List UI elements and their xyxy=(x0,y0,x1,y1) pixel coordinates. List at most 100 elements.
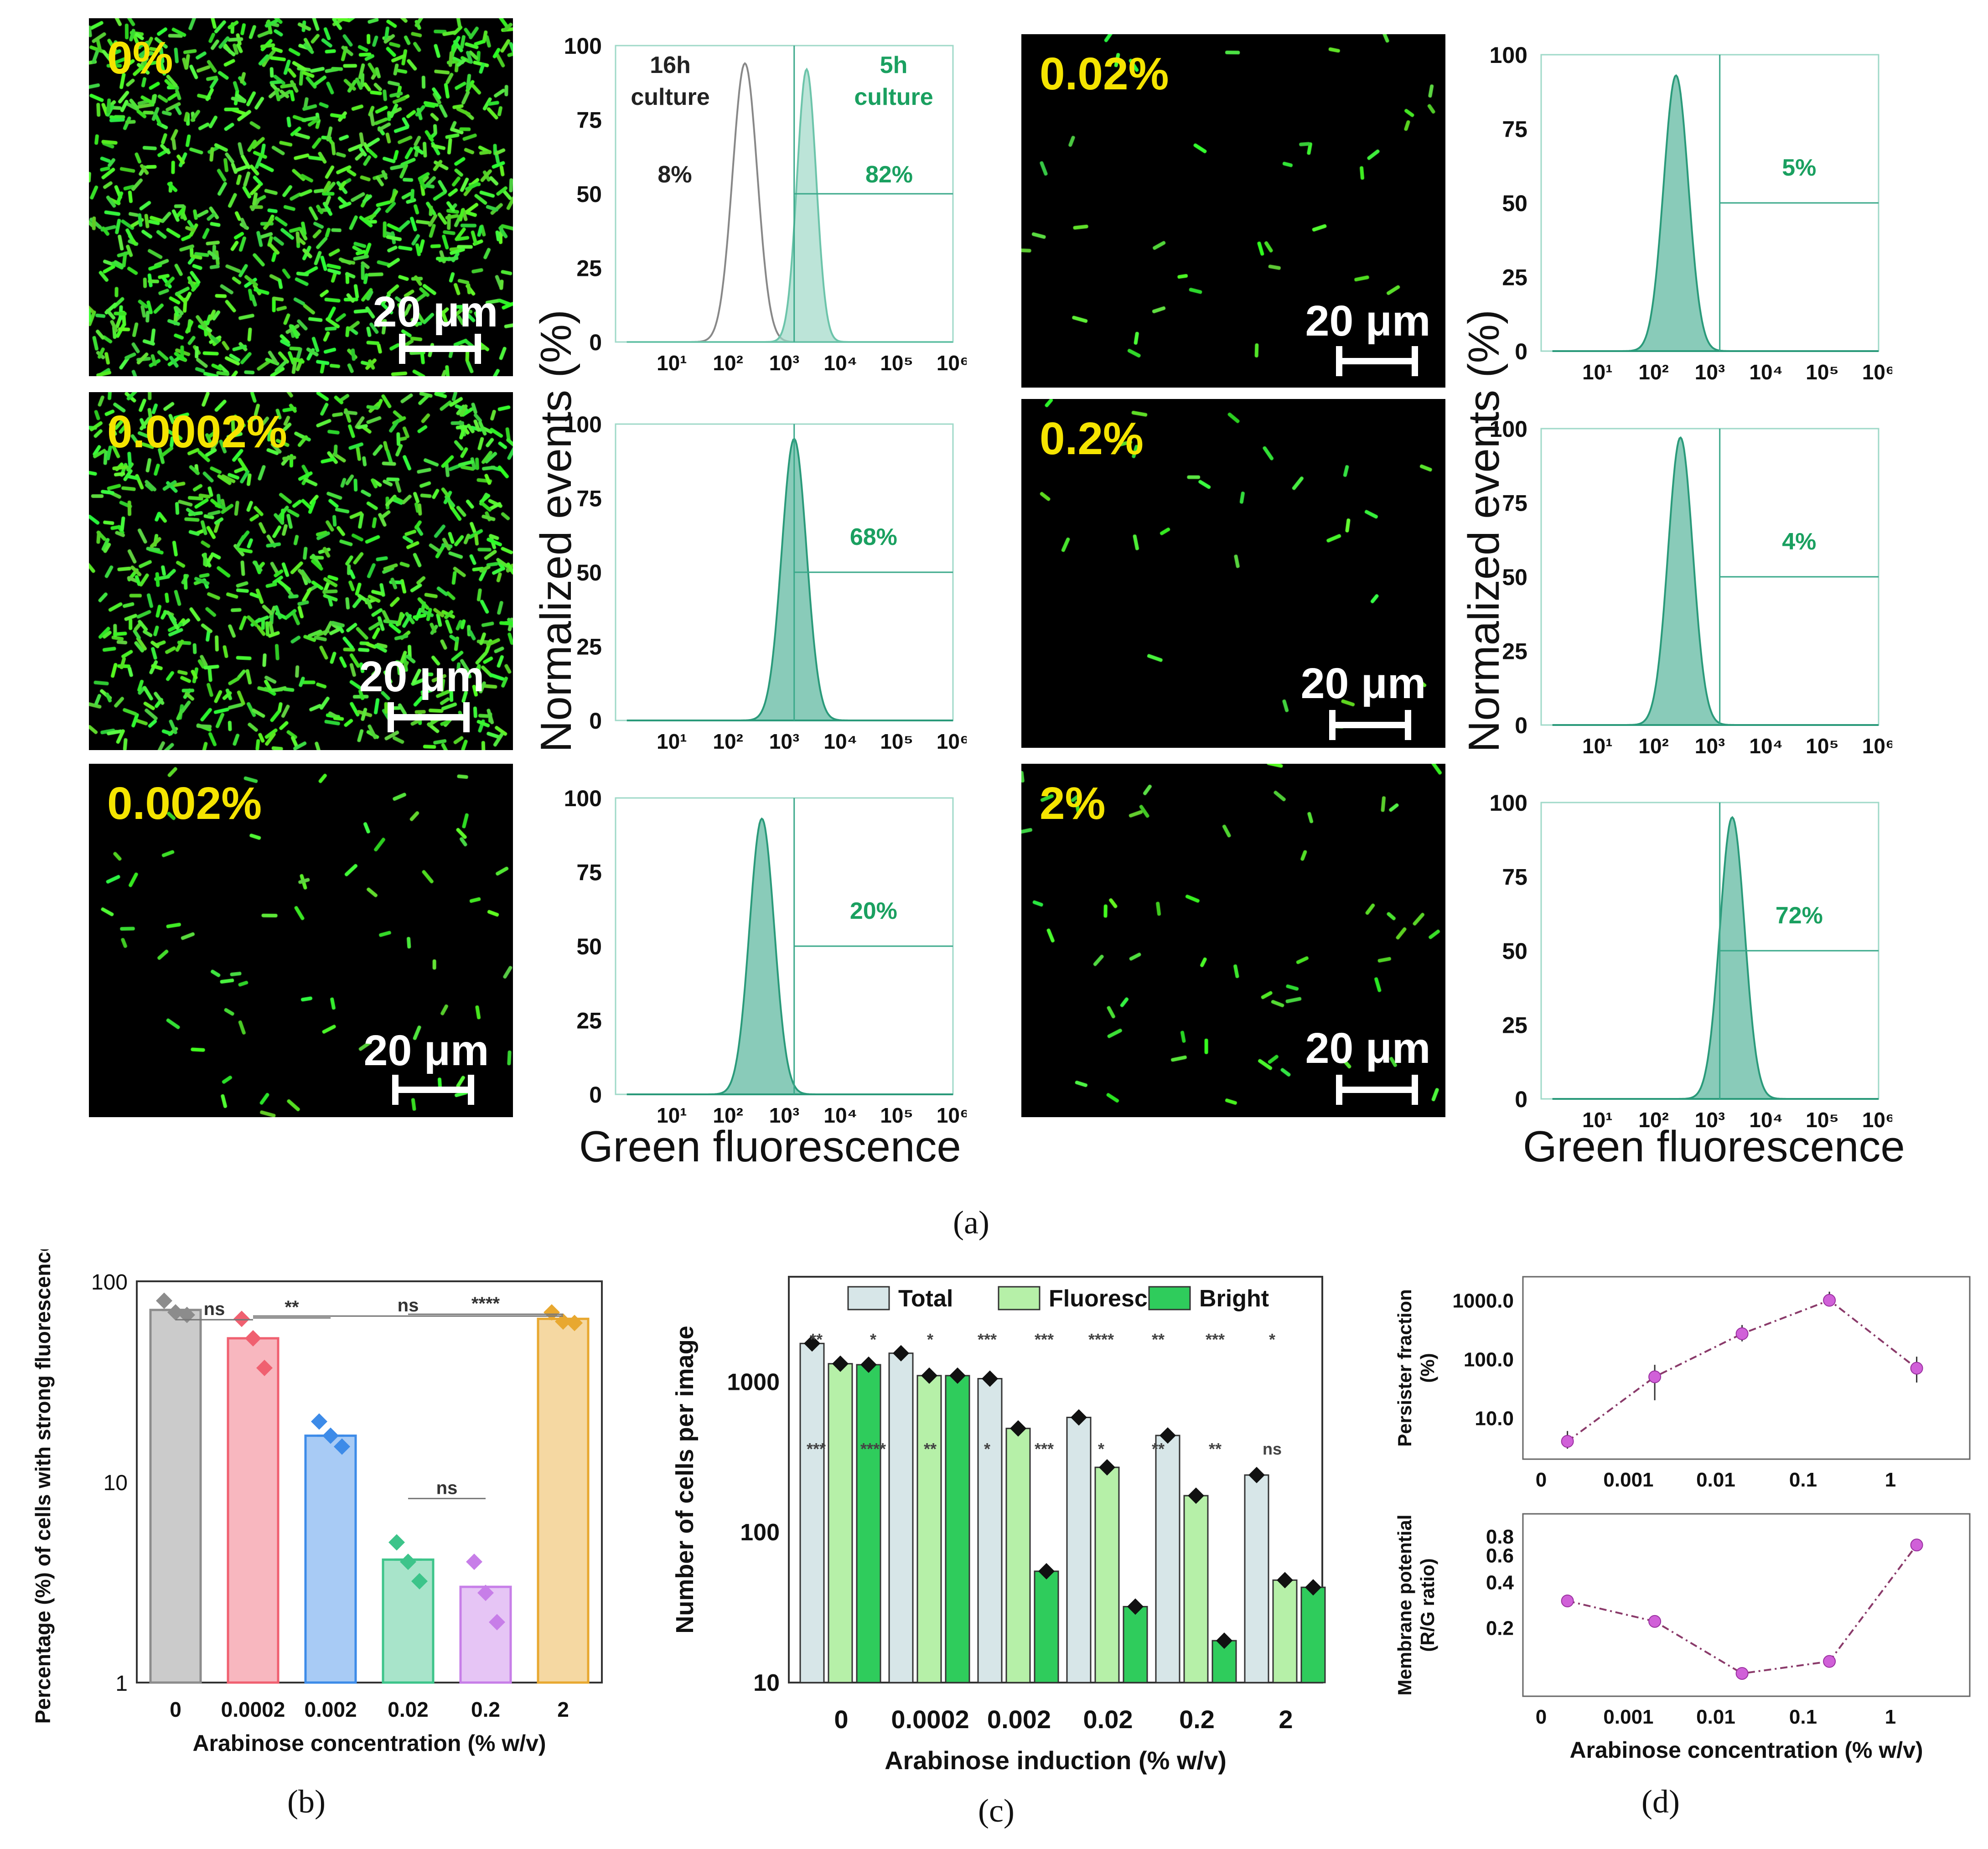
x-tick-label: 0.002 xyxy=(304,1698,357,1721)
x-tick-label: 10⁴ xyxy=(1749,1108,1783,1132)
x-tick-label: 10¹ xyxy=(657,1103,687,1127)
x-tick-label: 10³ xyxy=(1695,1108,1725,1132)
data-point xyxy=(1099,1459,1115,1476)
x-tick-label: 0.01 xyxy=(1696,1706,1735,1728)
y-tick-label: 0 xyxy=(1515,1087,1527,1112)
y-tick-label: 50 xyxy=(1502,191,1527,216)
x-tick-label: 0.02 xyxy=(388,1698,429,1721)
bar xyxy=(382,1558,435,1684)
x-tick-label: 10⁴ xyxy=(823,1103,857,1127)
x-tick-label: 0.01 xyxy=(1696,1469,1735,1491)
x-tick-label: 10³ xyxy=(1695,360,1725,384)
significance-label: *** xyxy=(1035,1330,1054,1349)
bar-total xyxy=(1244,1474,1269,1683)
x-tick-label: 10¹ xyxy=(1582,734,1612,758)
scale-label: 20 μm xyxy=(359,653,485,701)
y-tick-label: 25 xyxy=(1502,639,1527,664)
bar-fluorescent xyxy=(1094,1466,1120,1683)
data-point xyxy=(1910,1362,1923,1375)
bar-bright xyxy=(1123,1606,1148,1683)
x-tick-label: 0.0002 xyxy=(221,1698,285,1721)
y-tick-label: 100 xyxy=(1490,790,1527,816)
y-tick-label: 1 xyxy=(115,1672,128,1696)
scale-bar xyxy=(388,702,470,732)
data-point xyxy=(245,1330,261,1347)
x-tick-label: 10¹ xyxy=(1582,1108,1612,1132)
x-tick-label: 0 xyxy=(1536,1706,1547,1728)
x-tick-label: 10² xyxy=(713,1103,743,1127)
x-tick-label: 10¹ xyxy=(657,351,687,375)
significance-label: *** xyxy=(1206,1330,1225,1349)
bar-total xyxy=(799,1342,825,1683)
data-point xyxy=(466,1554,482,1570)
gate-percent: 4% xyxy=(1782,528,1816,555)
histogram-area xyxy=(626,817,953,1095)
significance-label: * xyxy=(984,1440,990,1458)
scale-label: 20 μm xyxy=(1305,1024,1431,1072)
data-point xyxy=(334,1438,350,1455)
data-point xyxy=(233,1310,250,1327)
gate-percent-5h: 82% xyxy=(865,161,913,188)
plot-frame xyxy=(1522,1276,1971,1460)
y-tick-label: 100.0 xyxy=(1464,1349,1514,1371)
y-axis-label: Number of cells per image xyxy=(671,1326,699,1633)
x-tick-label: 0.1 xyxy=(1789,1469,1817,1491)
bar xyxy=(459,1585,512,1684)
significance-label: ns xyxy=(204,1299,225,1319)
data-point xyxy=(1823,1655,1836,1668)
data-point xyxy=(1735,1327,1749,1340)
bar-bright xyxy=(856,1364,881,1683)
data-point xyxy=(388,1534,405,1551)
data-point xyxy=(1160,1427,1176,1444)
annotation-16h-culture: culture xyxy=(631,84,709,110)
plot-frame xyxy=(1522,1513,1971,1697)
legend-label: Total xyxy=(898,1285,953,1312)
legend-swatch xyxy=(1148,1286,1191,1310)
x-tick-label: 10¹ xyxy=(1582,360,1612,384)
scale-label: 20 μm xyxy=(363,1026,489,1075)
y-tick-label: 50 xyxy=(1502,565,1527,590)
data-point xyxy=(1823,1294,1836,1307)
y-tick-label: 1000 xyxy=(727,1369,780,1395)
y-tick-label: 0.2 xyxy=(1486,1617,1514,1640)
data-point xyxy=(477,1585,494,1601)
x-tick-label: 10³ xyxy=(769,1103,799,1127)
significance-label: ns xyxy=(398,1295,419,1316)
y-tick-label: 1000.0 xyxy=(1452,1290,1514,1312)
x-tick-label: 0 xyxy=(1536,1469,1547,1491)
data-point xyxy=(1735,1667,1749,1680)
gate-percent: 5% xyxy=(1782,155,1816,181)
y-tick-label: 100 xyxy=(1490,416,1527,442)
y-tick-label: 50 xyxy=(576,934,602,959)
data-point xyxy=(256,1359,273,1376)
scale-bar xyxy=(1336,1075,1418,1105)
significance-label: ** xyxy=(1152,1440,1165,1458)
x-axis-label: Arabinose induction (% w/v) xyxy=(885,1746,1227,1775)
concentration-label: 0.002% xyxy=(107,778,262,829)
y-tick-label: 0.8 xyxy=(1486,1526,1514,1548)
panel-label-c: (c) xyxy=(978,1792,1015,1829)
data-point xyxy=(566,1315,583,1331)
y-tick-label: 100 xyxy=(91,1270,128,1295)
y-tick-label: 25 xyxy=(576,256,602,281)
data-point xyxy=(893,1345,909,1362)
y-tick-label: 10 xyxy=(104,1471,128,1495)
x-tick-label: 2 xyxy=(1279,1705,1293,1734)
y-tick-label: 0 xyxy=(589,708,602,734)
x-tick-label: 10² xyxy=(1638,360,1668,384)
data-point xyxy=(411,1573,428,1590)
chart-b: 1 10 100 0 0.0002 0.002 0.02 0.2 2 ns ** ns **** ns Ar… xyxy=(31,1249,603,1756)
significance-label: * xyxy=(870,1330,876,1349)
x-tick-label: 10⁵ xyxy=(880,1103,913,1127)
significance-label: * xyxy=(1098,1440,1104,1458)
significance-label: *** xyxy=(807,1440,826,1458)
x-tick-label: 10² xyxy=(1638,1108,1668,1132)
scale-bar xyxy=(392,1075,474,1105)
significance-label: ** xyxy=(1152,1330,1165,1349)
bar-fluorescent xyxy=(916,1375,942,1683)
data-point xyxy=(1305,1579,1321,1596)
data-point xyxy=(400,1554,416,1570)
data-point xyxy=(982,1370,998,1387)
y-tick-label: 25 xyxy=(576,634,602,660)
hist-ylabel-right: Normalized events (%) xyxy=(1460,310,1508,752)
